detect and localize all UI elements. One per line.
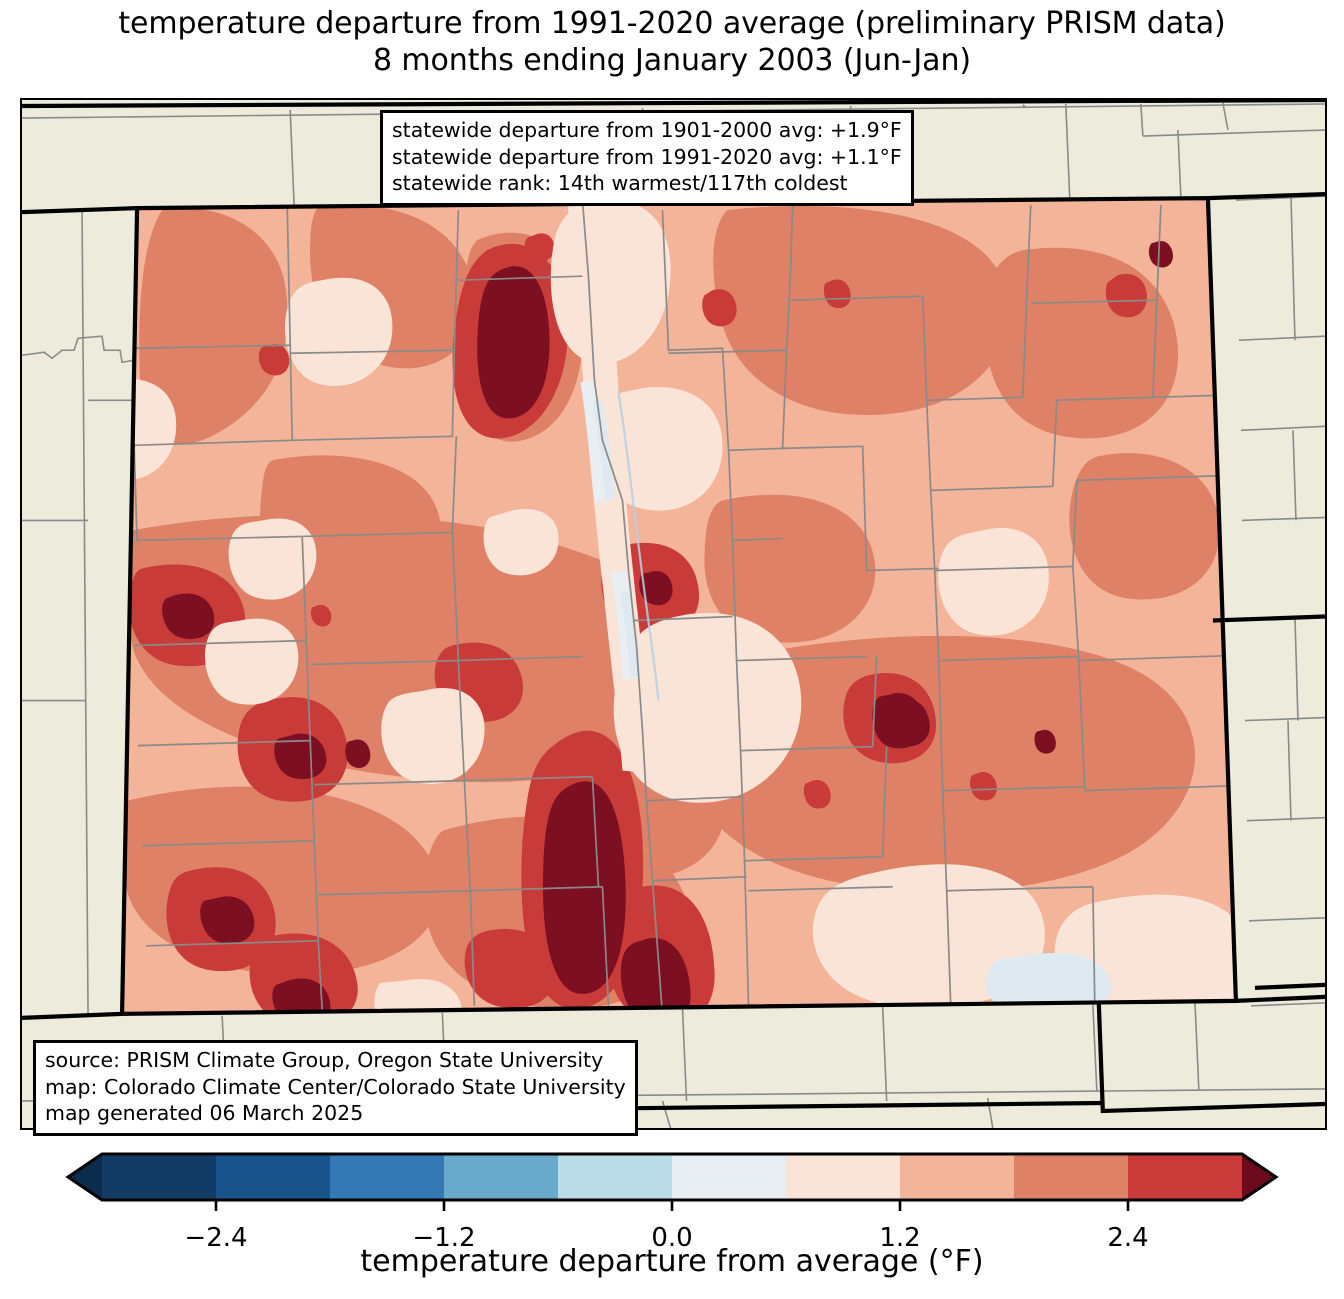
title-line-2: 8 months ending January 2003 (Jun-Jan) [373,42,971,78]
page-title: temperature departure from 1991-2020 ave… [0,6,1344,79]
colorbar-tick-label: 0.0 [651,1223,692,1253]
stats-line-1: statewide departure from 1901-2000 avg: … [392,118,902,142]
source-line-1: source: PRISM Climate Group, Oregon Stat… [45,1048,604,1072]
source-line-3: map generated 06 March 2025 [45,1101,364,1126]
colorbar: −2.4 −1.2 0.0 1.2 2.4 [0,1148,1344,1298]
source-line-2: map: Colorado Climate Center/Colorado St… [45,1074,626,1099]
colorbar-bands [68,1154,1276,1200]
colorbar-tick-label: −2.4 [184,1223,247,1253]
river-lines [617,392,660,701]
temperature-departure-map [22,100,1325,1128]
colorbar-tick-label: 2.4 [1107,1223,1148,1253]
statewide-stats-box: statewide departure from 1901-2000 avg: … [380,110,914,206]
stats-line-2: statewide departure from 1991-2020 avg: … [392,144,902,169]
colorbar-outline [65,1152,1279,1202]
colorbar-tick-label: −1.2 [412,1223,475,1253]
contour-field [122,198,1236,1014]
colorbar-tick-labels: −2.4 −1.2 0.0 1.2 2.4 [184,1223,1148,1253]
colorbar-ticks [214,1200,1130,1211]
colorbar-axis-label: temperature departure from average (°F) [360,1244,984,1279]
map-frame [20,98,1327,1130]
colorbar-tick-label: 1.2 [879,1223,920,1253]
source-credit-box: source: PRISM Climate Group, Oregon Stat… [33,1040,638,1136]
stats-line-3: statewide rank: 14th warmest/117th colde… [392,171,848,196]
colorbar-svg: −2.4 −1.2 0.0 1.2 2.4 [65,1152,1279,1253]
title-line-1: temperature departure from 1991-2020 ave… [118,6,1226,41]
colorado-county-lines [133,200,1236,1014]
